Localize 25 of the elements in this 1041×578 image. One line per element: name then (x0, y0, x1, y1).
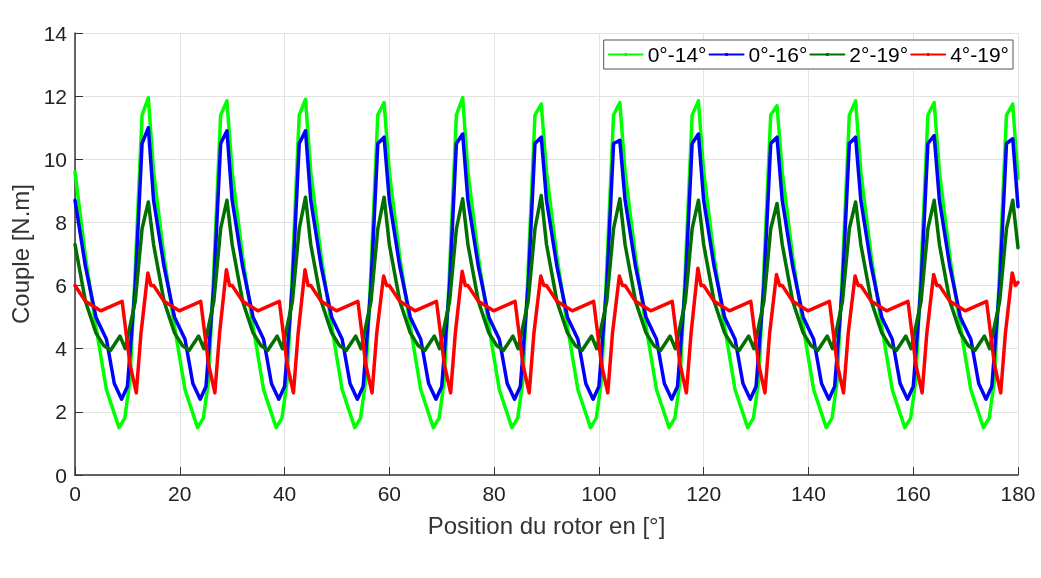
x-tick-label: 160 (895, 482, 931, 505)
legend-label: 0°-16° (748, 43, 808, 66)
x-tick-label: 40 (272, 482, 297, 505)
x-tick-label: 20 (168, 482, 192, 505)
y-tick-label: 10 (43, 147, 67, 171)
y-tick-label: 4 (55, 337, 68, 361)
legend-label: 0°-14° (647, 43, 707, 66)
line-series (73, 193, 1020, 353)
x-tick-label: 60 (377, 482, 402, 505)
y-tick-label: 14 (43, 21, 68, 45)
legend-label: 2°-19° (849, 43, 909, 66)
x-axis-title: Position du rotor en [°] (427, 511, 666, 539)
y-tick-label: 6 (55, 274, 67, 298)
x-tick-label: 80 (482, 482, 506, 505)
y-tick-label: 0 (55, 463, 67, 487)
x-tick-label: 140 (790, 482, 826, 505)
y-tick-label: 8 (55, 210, 67, 234)
x-tick-label: 180 (1000, 482, 1036, 505)
x-tick-label: 120 (686, 482, 722, 505)
line-series (73, 266, 1020, 395)
x-tick-label: 100 (581, 482, 617, 505)
y-axis-title: Couple [N.m] (7, 183, 35, 325)
legend-label: 4°-19° (950, 43, 1009, 66)
y-tick-label: 2 (55, 400, 67, 424)
y-tick-label: 12 (43, 84, 67, 108)
